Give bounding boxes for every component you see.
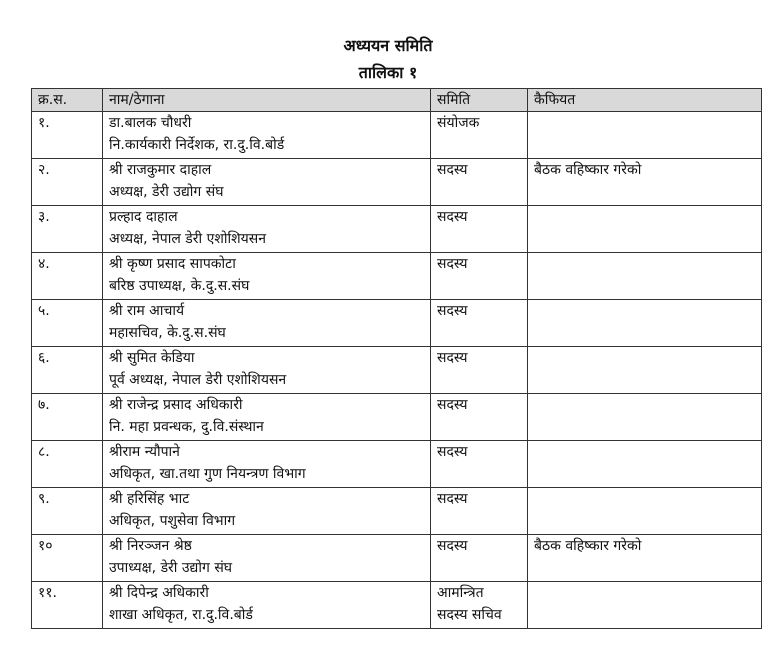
member-address: महासचिव, के.दु.स.संघ (109, 325, 226, 341)
serial-cell: १. (31, 111, 103, 159)
committee-cell: संयोजक (430, 111, 528, 159)
committee-role: सदस्य (437, 350, 468, 366)
table-row: २. श्री राजकुमार दाहाल अध्यक्ष, डेरी उद्यो… (31, 158, 762, 206)
committee-table: क्र.स. नाम/ठेगाना समिति कैफियत १. डा.बालक… (31, 88, 762, 629)
member-address: अधिकृत, खा.तथा गुण नियन्त्रण विभाग (109, 466, 306, 482)
committee-role: सदस्य (437, 162, 468, 178)
member-name: श्री कृष्ण प्रसाद सापकोटा (109, 256, 236, 272)
remarks-cell (527, 252, 762, 300)
committee-cell: सदस्य (430, 205, 528, 253)
table-row: १. डा.बालक चौधरी नि.कार्यकारी निर्देशक, रा… (31, 111, 762, 159)
member-name: श्री हरिसिंह भाट (109, 491, 190, 507)
remarks-cell (527, 205, 762, 253)
table-row: ८. श्रीराम न्यौपाने अधिकृत, खा.तथा गुण निय… (31, 440, 762, 488)
remarks-cell (527, 346, 762, 394)
name-address-cell: श्री राजकुमार दाहाल अध्यक्ष, डेरी उद्योग … (102, 158, 431, 206)
member-address: पूर्व अध्यक्ष, नेपाल डेरी एशोशियसन (109, 372, 287, 388)
table-row: ४. श्री कृष्ण प्रसाद सापकोटा बरिष्ठ उपाध्य… (31, 252, 762, 300)
member-name: डा.बालक चौधरी (109, 115, 192, 131)
document-title: अध्ययन समिति (343, 36, 433, 55)
remarks-cell: बैठक वहिष्कार गरेको (527, 534, 762, 582)
member-address: अध्यक्ष, डेरी उद्योग संघ (109, 184, 224, 200)
name-address-cell: श्री सुमित केडिया पूर्व अध्यक्ष, नेपाल डे… (102, 346, 431, 394)
committee-role: संयोजक (437, 115, 480, 131)
serial-cell: ५. (31, 299, 103, 347)
remarks-cell (527, 581, 762, 629)
table-header-row: क्र.स. नाम/ठेगाना समिति कैफियत (31, 88, 762, 112)
name-address-cell: श्री दिपेन्द्र अधिकारी शाखा अधिकृत, रा.दु… (102, 581, 431, 629)
remarks-cell (527, 487, 762, 535)
member-name: श्री दिपेन्द्र अधिकारी (109, 585, 209, 601)
serial-cell: ८. (31, 440, 103, 488)
remarks-cell (527, 440, 762, 488)
serial-cell: ४. (31, 252, 103, 300)
member-address: अधिकृत, पशुसेवा विभाग (109, 513, 236, 529)
remarks-cell (527, 299, 762, 347)
member-name: श्री सुमित केडिया (109, 350, 195, 366)
member-address: नि.कार्यकारी निर्देशक, रा.दु.वि.बोर्ड (109, 137, 285, 153)
header-committee: समिति (430, 88, 528, 112)
committee-role: आमन्त्रित (437, 585, 484, 601)
serial-cell: ७. (31, 393, 103, 441)
committee-cell: सदस्य (430, 252, 528, 300)
name-address-cell: श्री राम आचार्य महासचिव, के.दु.स.संघ (102, 299, 431, 347)
name-address-cell: श्री निरञ्जन श्रेष्ठ उपाध्यक्ष, डेरी उद्य… (102, 534, 431, 582)
member-name: श्री राजेन्द्र प्रसाद अधिकारी (109, 397, 243, 413)
table-row: ३. प्रल्हाद दाहाल अध्यक्ष, नेपाल डेरी एशोश… (31, 205, 762, 253)
header-name-address: नाम/ठेगाना (102, 88, 431, 112)
committee-cell: सदस्य (430, 534, 528, 582)
serial-cell: ६. (31, 346, 103, 394)
serial-cell: ३. (31, 205, 103, 253)
name-address-cell: डा.बालक चौधरी नि.कार्यकारी निर्देशक, रा.द… (102, 111, 431, 159)
name-address-cell: श्री राजेन्द्र प्रसाद अधिकारी नि. महा प्र… (102, 393, 431, 441)
header-remarks: कैफियत (527, 88, 762, 112)
member-name: श्री राम आचार्य (109, 303, 185, 319)
table-caption: तालिका १ (358, 63, 418, 82)
name-address-cell: श्री कृष्ण प्रसाद सापकोटा बरिष्ठ उपाध्यक्… (102, 252, 431, 300)
table-row: ७. श्री राजेन्द्र प्रसाद अधिकारी नि. महा प… (31, 393, 762, 441)
member-address: बरिष्ठ उपाध्यक्ष, के.दु.स.संघ (109, 278, 250, 294)
remarks-cell (527, 393, 762, 441)
name-address-cell: श्रीराम न्यौपाने अधिकृत, खा.तथा गुण नियन्… (102, 440, 431, 488)
member-name: श्री निरञ्जन श्रेष्ठ (109, 538, 192, 554)
member-address: अध्यक्ष, नेपाल डेरी एशोशियसन (109, 231, 266, 247)
committee-cell: आमन्त्रित सदस्य सचिव (430, 581, 528, 629)
committee-role: सदस्य (437, 538, 468, 554)
committee-cell: सदस्य (430, 346, 528, 394)
member-name: प्रल्हाद दाहाल (109, 209, 178, 225)
serial-cell: ११. (31, 581, 103, 629)
serial-cell: २. (31, 158, 103, 206)
committee-role: सदस्य (437, 209, 468, 225)
name-address-cell: प्रल्हाद दाहाल अध्यक्ष, नेपाल डेरी एशोशिय… (102, 205, 431, 253)
committee-cell: सदस्य (430, 440, 528, 488)
committee-cell: सदस्य (430, 299, 528, 347)
table-row: ६. श्री सुमित केडिया पूर्व अध्यक्ष, नेपाल … (31, 346, 762, 394)
table-row: ९. श्री हरिसिंह भाट अधिकृत, पशुसेवा विभाग स… (31, 487, 762, 535)
committee-role: सदस्य (437, 256, 468, 272)
serial-cell: ९. (31, 487, 103, 535)
committee-cell: सदस्य (430, 158, 528, 206)
member-address: शाखा अधिकृत, रा.दु.वि.बोर्ड (109, 607, 253, 623)
table-row: १० श्री निरञ्जन श्रेष्ठ उपाध्यक्ष, डेरी उद… (31, 534, 762, 582)
header-serial: क्र.स. (31, 88, 103, 112)
committee-role-secondary: सदस्य सचिव (437, 607, 502, 623)
committee-role: सदस्य (437, 444, 468, 460)
committee-cell: सदस्य (430, 393, 528, 441)
member-address: नि. महा प्रवन्धक, दु.वि.संस्थान (109, 419, 264, 435)
committee-role: सदस्य (437, 397, 468, 413)
member-name: श्री राजकुमार दाहाल (109, 162, 212, 178)
serial-cell: १० (31, 534, 103, 582)
committee-role: सदस्य (437, 303, 468, 319)
member-name: श्रीराम न्यौपाने (109, 444, 180, 460)
committee-cell: सदस्य (430, 487, 528, 535)
committee-role: सदस्य (437, 491, 468, 507)
remarks-cell: बैठक वहिष्कार गरेको (527, 158, 762, 206)
remarks-cell (527, 111, 762, 159)
table-row: ११. श्री दिपेन्द्र अधिकारी शाखा अधिकृत, रा… (31, 581, 762, 629)
table-row: ५. श्री राम आचार्य महासचिव, के.दु.स.संघ सदस… (31, 299, 762, 347)
member-address: उपाध्यक्ष, डेरी उद्योग संघ (109, 560, 233, 576)
name-address-cell: श्री हरिसिंह भाट अधिकृत, पशुसेवा विभाग (102, 487, 431, 535)
